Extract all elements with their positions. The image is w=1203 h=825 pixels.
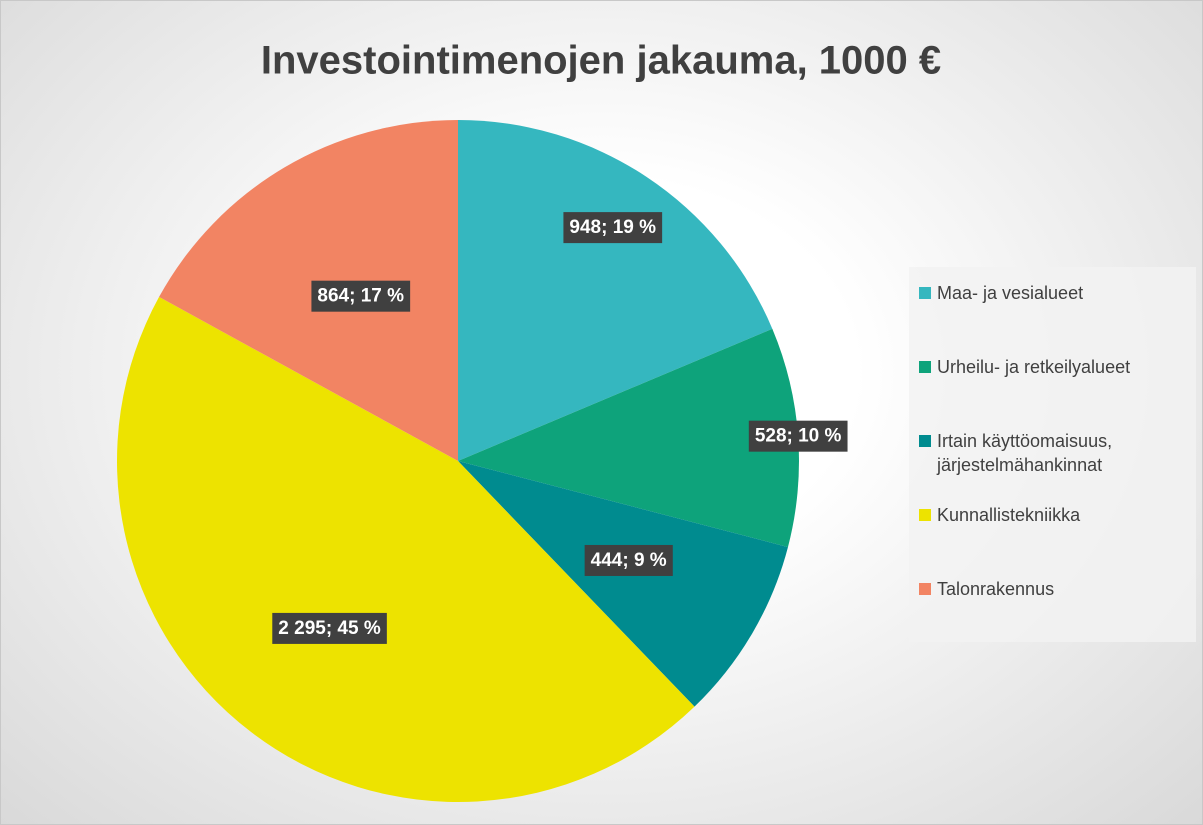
data-label-box: [748, 420, 848, 452]
legend-swatch: [919, 287, 931, 299]
pie-slice: [117, 296, 695, 802]
data-label-box: [563, 212, 663, 244]
chart-title: Investointimenojen jakauma, 1000 €: [261, 39, 941, 83]
legend-label: Urheilu- ja retkeilyalueet: [937, 357, 1131, 377]
pie-slice: [458, 120, 773, 461]
legend-item: Maa- ja vesialueet: [919, 281, 1188, 305]
legend-label: Maa- ja vesialueet: [937, 283, 1084, 303]
legend-swatch: [919, 583, 931, 595]
data-label: 2 295; 45 %: [278, 618, 381, 639]
legend-label: Talonrakennus: [937, 579, 1055, 599]
legend-label: Irtain käyttöomaisuus, järjestelmähankin…: [937, 431, 1113, 475]
legend-label: Kunnallistekniikka: [937, 505, 1081, 525]
legend-swatch: [919, 509, 931, 521]
legend: Maa- ja vesialueet Urheilu- ja retkeilyal…: [909, 267, 1196, 642]
data-label: 444; 9 %: [591, 550, 667, 571]
data-label-box: [272, 612, 387, 644]
legend-item: Kunnallistekniikka: [919, 503, 1188, 527]
legend-swatch: [919, 361, 931, 373]
pie-slice: [159, 119, 458, 461]
data-label-box: [584, 544, 673, 576]
legend-item: Irtain käyttöomaisuus, järjestelmähankin…: [919, 429, 1188, 477]
pie-slice: [458, 461, 788, 707]
data-label: 948; 19 %: [569, 217, 656, 238]
data-label-box: [311, 280, 411, 312]
pie-slice: [458, 328, 799, 548]
data-label: 864; 17 %: [317, 286, 404, 307]
legend-item: Talonrakennus: [919, 577, 1188, 601]
legend-swatch: [919, 435, 931, 447]
legend-item: Urheilu- ja retkeilyalueet: [919, 355, 1188, 379]
data-label: 528; 10 %: [755, 426, 842, 447]
